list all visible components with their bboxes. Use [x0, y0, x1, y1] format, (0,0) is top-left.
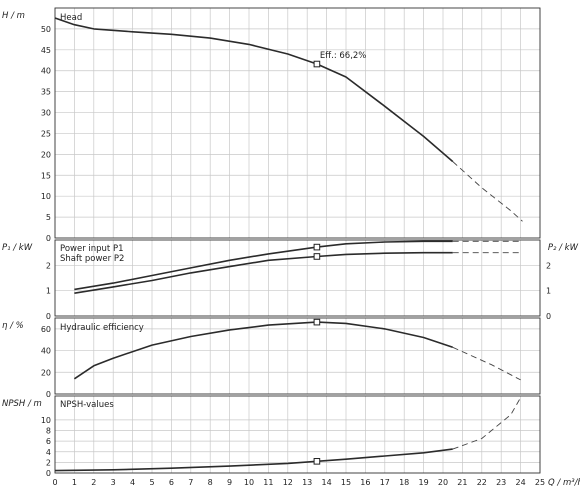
y-tick-label: 5 — [46, 213, 51, 222]
y-axis-title: NPSH / m — [2, 399, 42, 409]
panel-frame — [54, 395, 541, 474]
curve-layer — [54, 17, 523, 472]
x-tick-label: 15 — [341, 478, 351, 487]
y-axis-title: H / m — [2, 11, 25, 21]
x-tick-label: 25 — [535, 478, 545, 487]
x-axis-title: Q / m³/h — [548, 478, 580, 488]
x-tick-label: 12 — [283, 478, 293, 487]
y-tick-label: 50 — [41, 25, 51, 34]
x-tick-label: 10 — [244, 478, 254, 487]
x-tick-label: 20 — [438, 478, 448, 487]
x-tick-label: 16 — [360, 478, 370, 487]
x-tick-label: 21 — [457, 478, 467, 487]
operating-point-marker — [313, 60, 321, 68]
x-tick-label: 0 — [52, 478, 57, 487]
series-extension-dashed — [452, 161, 523, 222]
frame-layer — [54, 7, 541, 474]
operating-point-marker — [313, 458, 321, 465]
y-tick-label: 0 — [46, 234, 51, 243]
y-tick-label: 0 — [46, 390, 51, 399]
y-axis-title-right: P₂ / kW — [548, 243, 579, 253]
series-line — [54, 17, 454, 163]
efficiency-annotation: Eff.: 66,2% — [320, 51, 367, 61]
x-tick-label: 18 — [399, 478, 409, 487]
x-tick-label: 5 — [149, 478, 154, 487]
x-tick-label: 11 — [263, 478, 273, 487]
y-tick-label: 4 — [46, 448, 51, 457]
series-line — [54, 448, 453, 472]
x-tick-label: 9 — [227, 478, 232, 487]
x-tick-label: 1 — [72, 478, 77, 487]
x-tick-label: 7 — [188, 478, 193, 487]
y-tick-label: 40 — [41, 347, 51, 356]
y-tick-label: 6 — [46, 437, 51, 446]
x-tick-label: 14 — [322, 478, 332, 487]
y-tick-label: 2 — [46, 261, 51, 270]
y-tick-label: 0 — [46, 469, 51, 478]
y-tick-label: 0 — [46, 312, 51, 321]
operating-point-marker — [313, 318, 321, 326]
x-tick-label: 8 — [208, 478, 213, 487]
y-tick-label: 1 — [46, 287, 51, 296]
x-tick-label: 22 — [477, 478, 487, 487]
series-label: Head — [60, 13, 82, 23]
panel-frame — [54, 7, 541, 239]
operating-point-marker — [313, 253, 321, 260]
operating-point-marker — [313, 243, 321, 251]
y-tick-label: 30 — [41, 109, 51, 118]
y-tick-label: 20 — [41, 150, 51, 159]
series-extension-dashed — [452, 397, 521, 450]
y-tick-label: 10 — [41, 416, 51, 425]
series-label: Shaft power P2 — [60, 254, 124, 264]
x-tick-label: 3 — [111, 478, 116, 487]
x-tick-label: 19 — [419, 478, 429, 487]
y-axis-title: η / % — [2, 321, 24, 331]
y-tick-label: 35 — [41, 88, 51, 97]
x-tick-label: 2 — [91, 478, 96, 487]
y-tick-label-right: 0 — [546, 312, 551, 321]
x-tick-label: 24 — [516, 478, 526, 487]
x-tick-label: 17 — [380, 478, 390, 487]
series-label: NPSH-values — [60, 400, 114, 410]
x-tick-label: 23 — [496, 478, 506, 487]
y-tick-label: 60 — [41, 325, 51, 334]
series-label: Power input P1 — [60, 244, 124, 254]
y-tick-label-right: 2 — [546, 261, 551, 270]
y-tick-label: 10 — [41, 192, 51, 201]
panel-frame — [54, 239, 541, 317]
grid-layer — [54, 8, 541, 474]
y-axis-title: P₁ / kW — [2, 243, 33, 253]
series-extension-dashed — [452, 346, 521, 381]
y-tick-label: 2 — [46, 458, 51, 467]
y-tick-label: 15 — [41, 171, 51, 180]
x-tick-label: 6 — [169, 478, 174, 487]
series-label: Hydraulic efficiency — [60, 323, 144, 333]
series-line — [74, 240, 453, 291]
y-tick-label: 8 — [46, 427, 51, 436]
y-tick-label-right: 1 — [546, 287, 551, 296]
y-tick-label: 40 — [41, 67, 51, 76]
panel-frame — [54, 317, 541, 395]
series-line — [73, 321, 453, 380]
y-tick-label: 25 — [41, 129, 51, 138]
y-tick-label: 20 — [41, 368, 51, 377]
y-tick-label: 45 — [41, 46, 51, 55]
x-tick-label: 13 — [302, 478, 312, 487]
series-line — [74, 251, 453, 294]
x-tick-label: 4 — [130, 478, 135, 487]
